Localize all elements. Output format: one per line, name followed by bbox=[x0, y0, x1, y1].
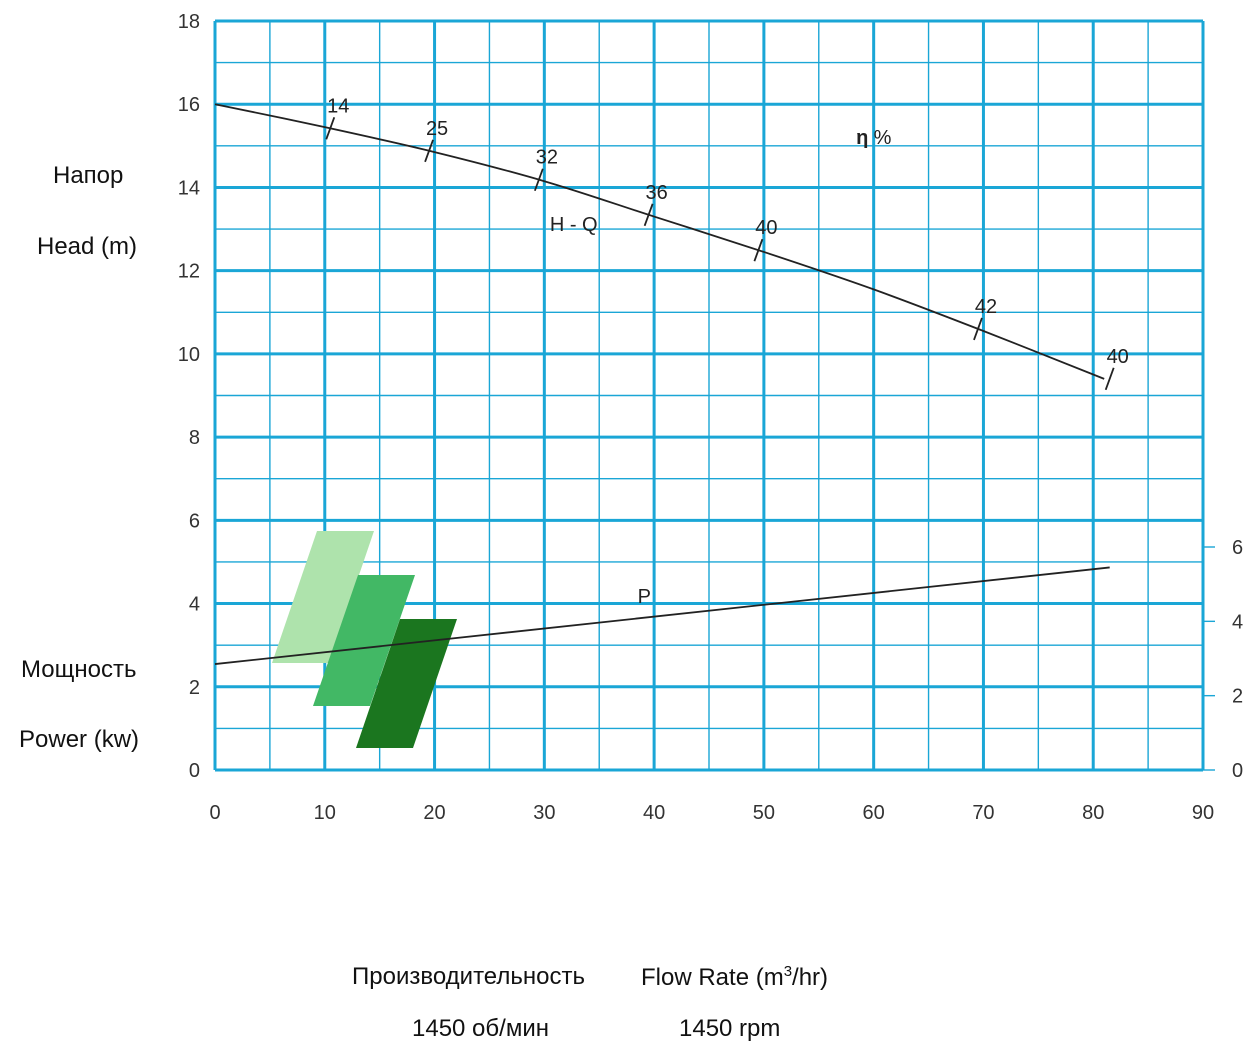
flow-label-ru: Производительность bbox=[352, 963, 585, 990]
series-line-p bbox=[214, 566, 1110, 665]
logo-dark-parallelogram bbox=[356, 619, 457, 748]
x-tick-label: 60 bbox=[863, 802, 885, 824]
y-right-tick-label: 6 bbox=[1232, 537, 1243, 559]
head-label-ru: Напор bbox=[53, 162, 124, 189]
x-tick-label: 20 bbox=[423, 802, 445, 824]
efficiency-label: 32 bbox=[536, 147, 558, 169]
y-left-tick-label: 2 bbox=[189, 677, 200, 699]
x-tick-label: 70 bbox=[972, 802, 994, 824]
y-left-tick-label: 6 bbox=[189, 510, 200, 532]
efficiency-tick bbox=[533, 168, 544, 192]
eta-label: η bbox=[856, 127, 868, 149]
efficiency-label: 14 bbox=[327, 95, 349, 117]
power-label-ru: Мощность bbox=[21, 656, 137, 683]
y-left-tick-label: 10 bbox=[178, 344, 200, 366]
annotations: 14 25 32 36 40 42 40 H - Q Pη% bbox=[325, 95, 1129, 608]
y-right-tick-label: 0 bbox=[1232, 760, 1243, 782]
x-tick-label: 30 bbox=[533, 802, 555, 824]
y-left-tick-label: 4 bbox=[189, 594, 200, 616]
efficiency-tick bbox=[643, 203, 654, 227]
speed-label-ru: 1450 об/мин bbox=[412, 1015, 549, 1042]
p-label: P bbox=[638, 586, 651, 608]
speed-label-en: 1450 rpm bbox=[679, 1015, 781, 1042]
y-left-tick-label: 14 bbox=[178, 177, 200, 199]
y-right-tick-label: 2 bbox=[1232, 686, 1243, 708]
x-tick-label: 40 bbox=[643, 802, 665, 824]
y-left-tick-label: 8 bbox=[189, 427, 200, 449]
logo-light-parallelogram bbox=[272, 531, 374, 663]
x-tick-label: 80 bbox=[1082, 802, 1104, 824]
efficiency-label: 42 bbox=[975, 296, 997, 318]
y-left-tick-label: 16 bbox=[178, 94, 200, 116]
y-left-tick-label: 0 bbox=[189, 760, 200, 782]
flow-label-en-post: /hr) bbox=[792, 964, 829, 991]
head-label-en: Head (m) bbox=[37, 233, 138, 260]
percent-label: % bbox=[874, 127, 892, 149]
y-left-tick-label: 12 bbox=[178, 261, 200, 283]
x-tick-label: 90 bbox=[1192, 802, 1214, 824]
efficiency-label: 40 bbox=[1107, 346, 1129, 368]
power-label-en: Power (kw) bbox=[19, 726, 140, 753]
flow-label-en: Flow Rate (m3/hr) bbox=[641, 963, 828, 992]
efficiency-tick bbox=[424, 139, 434, 163]
efficiency-label: 36 bbox=[645, 182, 667, 204]
efficiency-tick bbox=[973, 317, 983, 341]
efficiency-tick bbox=[325, 117, 336, 140]
logo-mark bbox=[272, 531, 457, 748]
y-right-tick-label: 4 bbox=[1232, 611, 1243, 633]
y-left-tick-label: 18 bbox=[178, 11, 200, 33]
efficiency-tick bbox=[1104, 367, 1115, 391]
series-line-h-q bbox=[214, 103, 1105, 380]
curves bbox=[214, 103, 1110, 665]
x-tick-label: 0 bbox=[209, 802, 220, 824]
tick-labels: 0 10 20 30 40 50 60 70 80 90 0 2 4 6 8 10 12 14 16 18 0 2 4 6 bbox=[178, 11, 1243, 824]
efficiency-tick bbox=[753, 238, 764, 262]
logo-mid-parallelogram bbox=[313, 575, 415, 706]
efficiency-label: 40 bbox=[755, 217, 777, 239]
h-q-label: H - Q bbox=[550, 214, 598, 236]
flow-label-en-pre: Flow Rate (m bbox=[641, 964, 784, 991]
x-tick-label: 50 bbox=[753, 802, 775, 824]
flow-label-en-sup: 3 bbox=[783, 963, 793, 980]
efficiency-label: 25 bbox=[426, 118, 448, 140]
x-tick-label: 10 bbox=[314, 802, 336, 824]
